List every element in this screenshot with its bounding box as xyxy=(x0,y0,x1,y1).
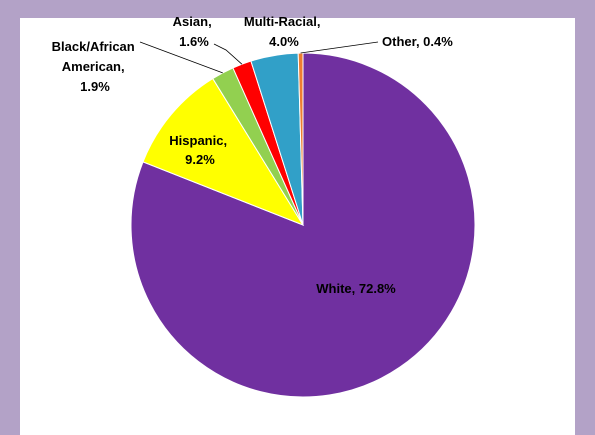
leader-line-other xyxy=(300,41,379,54)
slice-hispanic xyxy=(142,77,305,227)
leader-lines xyxy=(139,41,379,74)
label-white: White, 72.8% xyxy=(316,281,396,296)
pie-slices xyxy=(130,52,476,398)
leader-line-asian xyxy=(213,43,243,65)
label-black-african-american: Black/African American, 1.9% xyxy=(52,39,139,94)
label-multi-racial: Multi-Racial, 4.0% xyxy=(244,14,324,49)
label-asian: Asian, 1.6% xyxy=(173,14,216,49)
leader-line-black-african-american xyxy=(139,41,223,74)
label-hispanic: Hispanic, 9.2% xyxy=(169,133,230,167)
label-other: Other, 0.4% xyxy=(382,34,453,49)
